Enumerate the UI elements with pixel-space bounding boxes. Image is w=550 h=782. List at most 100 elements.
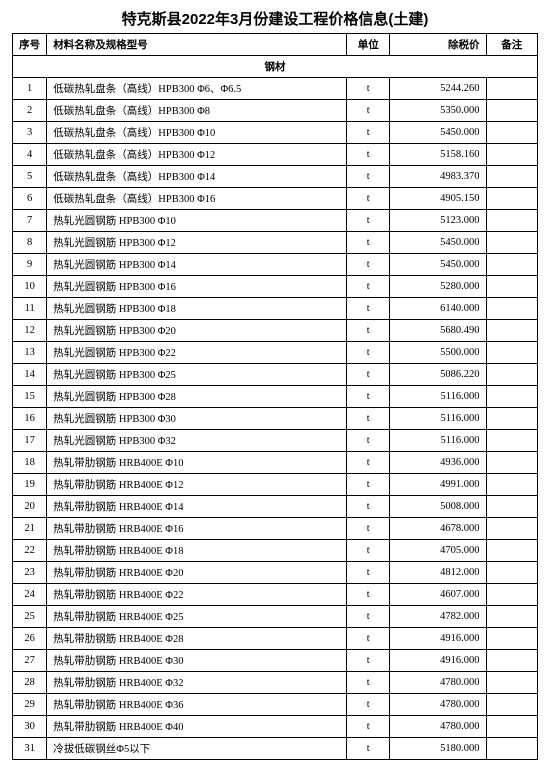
cell-unit: t (347, 386, 390, 408)
cell-seq: 9 (13, 254, 47, 276)
cell-unit: t (347, 254, 390, 276)
cell-seq: 17 (13, 430, 47, 452)
cell-note (486, 518, 537, 540)
cell-name: 低碳热轧盘条（高线）HPB300 Φ6、Φ6.5 (47, 78, 347, 100)
cell-unit: t (347, 276, 390, 298)
cell-name: 热轧带肋钢筋 HRB400E Φ22 (47, 584, 347, 606)
table-row: 6低碳热轧盘条（高线）HPB300 Φ16t4905.150 (13, 188, 538, 210)
table-row: 7热轧光圆钢筋 HPB300 Φ10t5123.000 (13, 210, 538, 232)
table-row: 14热轧光圆钢筋 HPB300 Φ25t5086.220 (13, 364, 538, 386)
cell-name: 热轧光圆钢筋 HPB300 Φ28 (47, 386, 347, 408)
table-row: 21热轧带肋钢筋 HRB400E Φ16t4678.000 (13, 518, 538, 540)
cell-seq: 3 (13, 122, 47, 144)
cell-seq: 22 (13, 540, 47, 562)
table-row: 17热轧光圆钢筋 HPB300 Φ32t5116.000 (13, 430, 538, 452)
cell-note (486, 496, 537, 518)
table-row: 10热轧光圆钢筋 HPB300 Φ16t5280.000 (13, 276, 538, 298)
cell-note (486, 276, 537, 298)
cell-note (486, 298, 537, 320)
table-row: 5低碳热轧盘条（高线）HPB300 Φ14t4983.370 (13, 166, 538, 188)
cell-price: 5008.000 (390, 496, 486, 518)
cell-unit: t (347, 320, 390, 342)
cell-price: 4936.000 (390, 452, 486, 474)
cell-name: 热轧光圆钢筋 HPB300 Φ20 (47, 320, 347, 342)
cell-unit: t (347, 474, 390, 496)
cell-price: 4780.000 (390, 716, 486, 738)
table-row: 1低碳热轧盘条（高线）HPB300 Φ6、Φ6.5t5244.260 (13, 78, 538, 100)
cell-name: 热轧光圆钢筋 HPB300 Φ10 (47, 210, 347, 232)
cell-seq: 18 (13, 452, 47, 474)
cell-price: 4905.150 (390, 188, 486, 210)
cell-unit: t (347, 122, 390, 144)
cell-price: 5450.000 (390, 232, 486, 254)
cell-unit: t (347, 738, 390, 760)
cell-note (486, 342, 537, 364)
cell-unit: t (347, 628, 390, 650)
table-row: 16热轧光圆钢筋 HPB300 Φ30t5116.000 (13, 408, 538, 430)
cell-name: 热轧带肋钢筋 HRB400E Φ36 (47, 694, 347, 716)
col-header-seq: 序号 (13, 34, 47, 56)
cell-note (486, 144, 537, 166)
table-row: 19热轧带肋钢筋 HRB400E Φ12t4991.000 (13, 474, 538, 496)
cell-note (486, 694, 537, 716)
cell-seq: 5 (13, 166, 47, 188)
cell-name: 热轧带肋钢筋 HRB400E Φ16 (47, 518, 347, 540)
cell-note (486, 100, 537, 122)
table-row: 30热轧带肋钢筋 HRB400E Φ40t4780.000 (13, 716, 538, 738)
cell-note (486, 408, 537, 430)
cell-seq: 12 (13, 320, 47, 342)
cell-seq: 2 (13, 100, 47, 122)
cell-note (486, 188, 537, 210)
cell-price: 6140.000 (390, 298, 486, 320)
cell-name: 热轧带肋钢筋 HRB400E Φ25 (47, 606, 347, 628)
cell-seq: 26 (13, 628, 47, 650)
cell-unit: t (347, 584, 390, 606)
cell-price: 5350.000 (390, 100, 486, 122)
section-label: 钢材 (13, 56, 538, 78)
cell-note (486, 650, 537, 672)
price-table: 序号 材料名称及规格型号 单位 除税价 备注 钢材 1低碳热轧盘条（高线）HPB… (12, 33, 538, 760)
cell-note (486, 562, 537, 584)
cell-price: 4780.000 (390, 672, 486, 694)
cell-seq: 25 (13, 606, 47, 628)
cell-seq: 14 (13, 364, 47, 386)
cell-seq: 10 (13, 276, 47, 298)
cell-price: 4916.000 (390, 650, 486, 672)
cell-note (486, 474, 537, 496)
cell-note (486, 628, 537, 650)
cell-unit: t (347, 606, 390, 628)
cell-name: 热轧光圆钢筋 HPB300 Φ32 (47, 430, 347, 452)
table-row: 29热轧带肋钢筋 HRB400E Φ36t4780.000 (13, 694, 538, 716)
cell-price: 5280.000 (390, 276, 486, 298)
table-row: 13热轧光圆钢筋 HPB300 Φ22t5500.000 (13, 342, 538, 364)
table-row: 2低碳热轧盘条（高线）HPB300 Φ8t5350.000 (13, 100, 538, 122)
cell-name: 热轧光圆钢筋 HPB300 Φ22 (47, 342, 347, 364)
cell-price: 4983.370 (390, 166, 486, 188)
cell-seq: 7 (13, 210, 47, 232)
cell-unit: t (347, 364, 390, 386)
cell-note (486, 232, 537, 254)
cell-name: 冷拔低碳钢丝Φ5以下 (47, 738, 347, 760)
table-row: 31冷拔低碳钢丝Φ5以下t5180.000 (13, 738, 538, 760)
cell-price: 5123.000 (390, 210, 486, 232)
cell-price: 4812.000 (390, 562, 486, 584)
cell-seq: 4 (13, 144, 47, 166)
cell-note (486, 254, 537, 276)
cell-price: 5500.000 (390, 342, 486, 364)
cell-name: 低碳热轧盘条（高线）HPB300 Φ14 (47, 166, 347, 188)
table-row: 24热轧带肋钢筋 HRB400E Φ22t4607.000 (13, 584, 538, 606)
table-row: 18热轧带肋钢筋 HRB400E Φ10t4936.000 (13, 452, 538, 474)
cell-seq: 28 (13, 672, 47, 694)
cell-price: 4991.000 (390, 474, 486, 496)
cell-unit: t (347, 716, 390, 738)
cell-name: 低碳热轧盘条（高线）HPB300 Φ12 (47, 144, 347, 166)
cell-seq: 11 (13, 298, 47, 320)
table-row: 22热轧带肋钢筋 HRB400E Φ18t4705.000 (13, 540, 538, 562)
cell-price: 4705.000 (390, 540, 486, 562)
cell-price: 5116.000 (390, 408, 486, 430)
cell-name: 热轧光圆钢筋 HPB300 Φ16 (47, 276, 347, 298)
cell-seq: 15 (13, 386, 47, 408)
cell-seq: 16 (13, 408, 47, 430)
table-row: 28热轧带肋钢筋 HRB400E Φ32t4780.000 (13, 672, 538, 694)
table-header-row: 序号 材料名称及规格型号 单位 除税价 备注 (13, 34, 538, 56)
